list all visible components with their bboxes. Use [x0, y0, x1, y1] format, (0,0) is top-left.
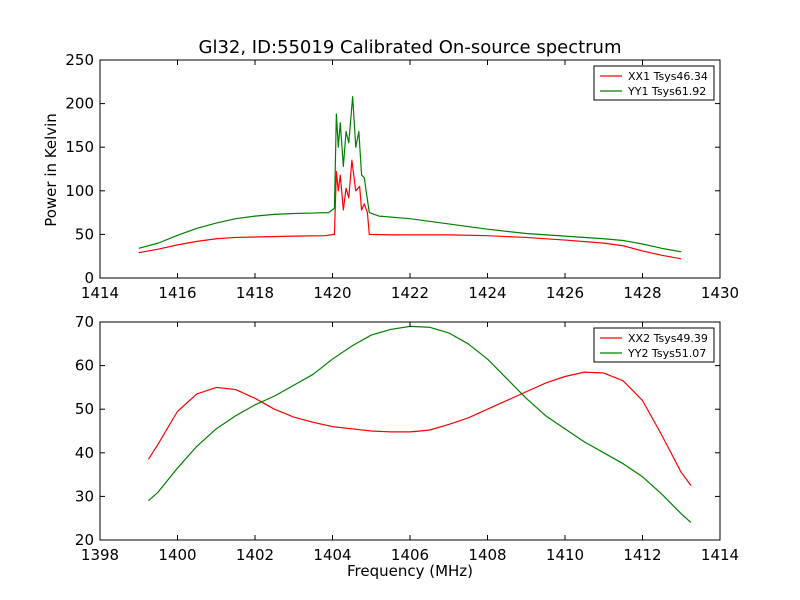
x-tick-label: 1406 — [391, 546, 429, 564]
series-line-1-2 — [138, 96, 682, 253]
chart-title: Gl32, ID:55019 Calibrated On-source spec… — [199, 37, 622, 58]
x-tick-label: 1414 — [701, 546, 739, 564]
x-tick-label: 1420 — [313, 284, 351, 302]
panel-1: 1414 1416 1418 1420 1422 1424 1426 1428 1430 0 50 1… — [65, 51, 739, 302]
x-tick-label: 1426 — [546, 284, 584, 302]
y-axis-label: Power in Kelvin — [42, 113, 60, 227]
x-tick-label: 1410 — [546, 546, 584, 564]
series-line-2-1 — [147, 371, 692, 486]
y-tick-label: 50 — [75, 225, 94, 243]
y-tick-label: 250 — [65, 51, 94, 69]
y-tick-label: 0 — [84, 269, 94, 287]
x-tick-label: 1424 — [468, 284, 506, 302]
legend-box — [593, 65, 715, 101]
y-tick-label: 20 — [75, 531, 94, 549]
x-tick-label: 1416 — [158, 284, 196, 302]
y-tick-label: 40 — [75, 444, 94, 462]
legend-box — [593, 327, 715, 363]
y-tick-label: 70 — [75, 313, 94, 331]
x-tick-label: 1398 — [81, 546, 119, 564]
x-tick-label: 1400 — [158, 546, 196, 564]
panel-2: 1398 1400 1402 1404 1406 1408 1410 1412 1414 20 30… — [75, 313, 739, 564]
legend-label: YY1 Tsys61.92 — [627, 85, 706, 98]
legend-1: XX1 Tsys46.34 YY1 Tsys61.92 — [593, 65, 715, 101]
series-line-2-2 — [148, 325, 692, 524]
x-tick-label: 1418 — [236, 284, 274, 302]
y-tick-label: 100 — [65, 182, 94, 200]
x-tick-label: 1408 — [468, 546, 506, 564]
x-tick-label: 1414 — [81, 284, 119, 302]
legend-label: XX1 Tsys46.34 — [628, 70, 708, 83]
x-tick-label: 1412 — [623, 546, 661, 564]
legend-2: XX2 Tsys49.39 YY2 Tsys51.07 — [593, 327, 715, 363]
y-tick-label: 60 — [75, 357, 94, 375]
y-tick-label: 150 — [65, 138, 94, 156]
y-tick-label: 50 — [75, 400, 94, 418]
legend-label: YY2 Tsys51.07 — [627, 347, 706, 360]
x-tick-label: 1404 — [313, 546, 351, 564]
legend-label: XX2 Tsys49.39 — [628, 332, 708, 345]
x-tick-label: 1422 — [391, 284, 429, 302]
x-tick-label: 1430 — [701, 284, 739, 302]
y-tick-label: 30 — [75, 487, 94, 505]
x-axis-label: Frequency (MHz) — [347, 562, 473, 580]
x-tick-label: 1402 — [236, 546, 274, 564]
y-tick-label: 200 — [65, 95, 94, 113]
x-tick-label: 1428 — [623, 284, 661, 302]
series-line-1-1 — [138, 159, 682, 260]
